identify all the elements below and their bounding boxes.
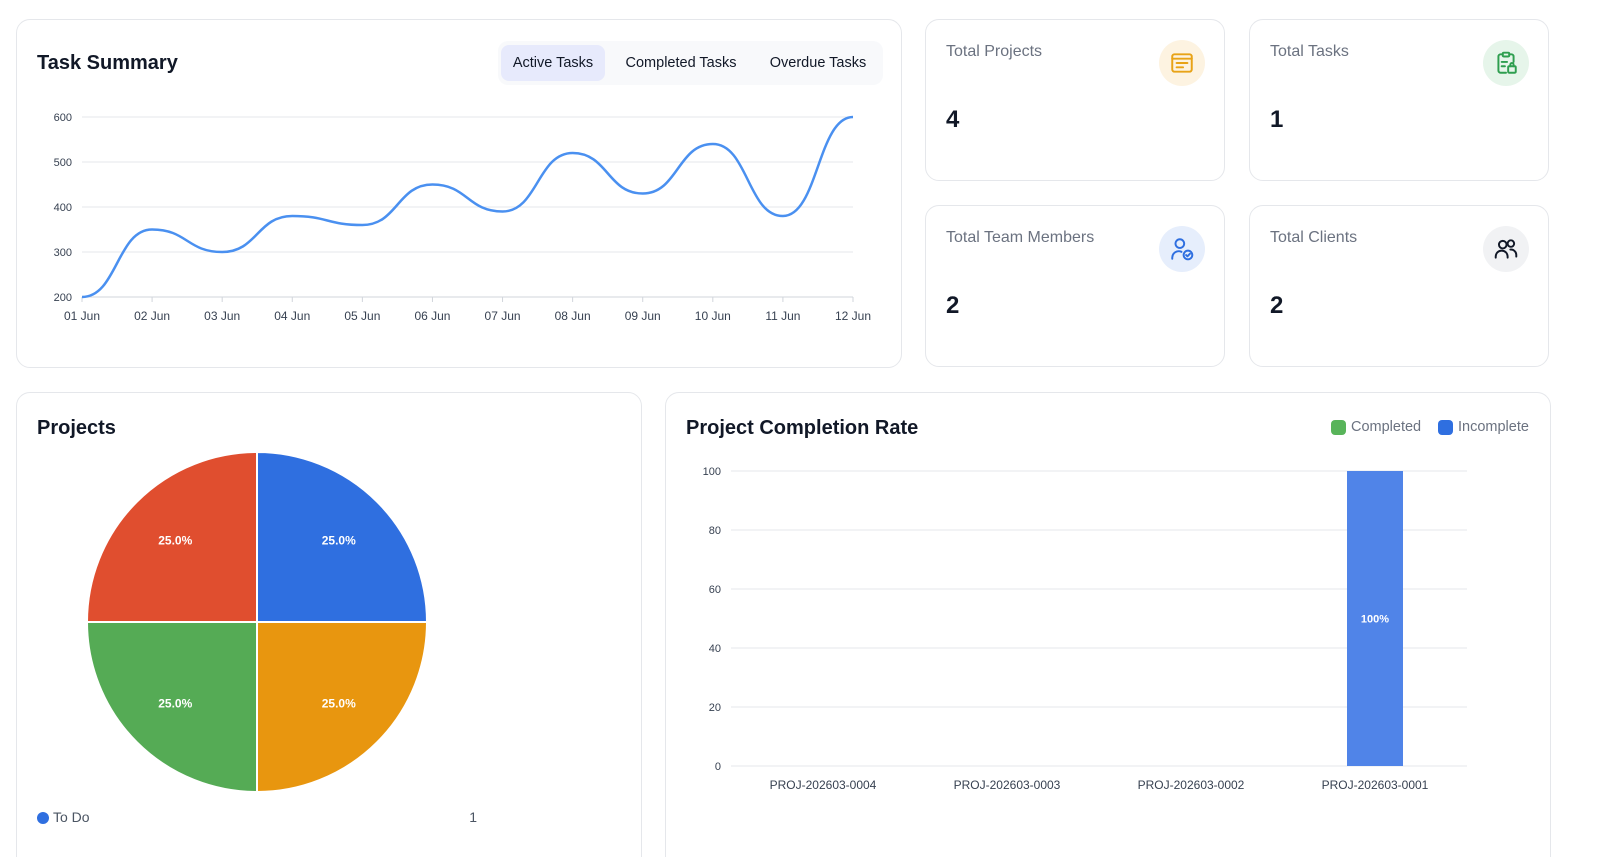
- stat-value: 2: [946, 292, 960, 319]
- x-tick-label: PROJ-202603-0001: [1322, 778, 1429, 792]
- stat-label: Total Tasks: [1270, 43, 1349, 60]
- completion-bar-chart: 0 20 40 60 80 100 PROJ-202603-0004 PROJ-202603-…: [703, 466, 1467, 792]
- y-tick-label: 20: [709, 702, 721, 714]
- y-tick-label: 0: [715, 761, 721, 773]
- users-icon: [1483, 226, 1529, 272]
- series-line: [81, 115, 854, 299]
- pie-legend-item[interactable]: To Do 1: [37, 809, 477, 829]
- x-tick-label: 07 Jun: [485, 309, 521, 323]
- legend-label: Completed: [1351, 419, 1422, 435]
- y-tick-label: 500: [54, 157, 72, 169]
- legend-label: To Do: [53, 809, 90, 825]
- document-list-icon: [1159, 40, 1205, 86]
- legend-completed[interactable]: Completed: [1331, 419, 1421, 435]
- user-check-icon: [1159, 226, 1205, 272]
- pie-slice: [256, 621, 429, 794]
- x-tick-label: PROJ-202603-0004: [770, 778, 877, 792]
- slice-label: 25.0%: [322, 697, 356, 711]
- stat-label: Total Clients: [1270, 229, 1358, 246]
- tab-active-tasks[interactable]: Active Tasks: [501, 45, 605, 81]
- task-summary-line-chart: 200 300 400 500 600 01 Jun 02 Jun 03 Jun 04 Jun 0…: [54, 112, 871, 323]
- slice-label: 25.0%: [322, 533, 356, 547]
- projects-pie-chart: 25.0% 25.0% 25.0% 25.0%: [85, 450, 429, 794]
- x-tick-label: 12 Jun: [835, 309, 871, 323]
- stat-value: 1: [1270, 106, 1284, 133]
- task-summary-card: 200 300 400 500 600 01 Jun 02 Jun 03 Jun 04 Jun 0…: [16, 19, 902, 368]
- x-tick-label: 08 Jun: [555, 309, 591, 323]
- x-tick-label: PROJ-202603-0002: [1138, 778, 1245, 792]
- legend-swatch: [1331, 419, 1346, 435]
- stat-value: 2: [1270, 292, 1284, 319]
- stat-label: Total Projects: [946, 43, 1043, 60]
- x-tick-label: PROJ-202603-0003: [954, 778, 1061, 792]
- y-tick-label: 600: [54, 112, 72, 124]
- stat-label: Total Team Members: [946, 229, 1095, 246]
- x-tick-label: 06 Jun: [414, 309, 450, 323]
- bar-data-label: 100%: [1361, 614, 1389, 626]
- bar-incomplete: [1347, 471, 1403, 766]
- pie-slice: [85, 621, 258, 794]
- completion-rate-card: 0 20 40 60 80 100 PROJ-202603-0004 PROJ-202603-…: [665, 392, 1551, 857]
- legend-incomplete[interactable]: Incomplete: [1438, 419, 1529, 435]
- stat-card-total-team-members: Total Team Members 2: [925, 205, 1225, 367]
- x-tick-label: 05 Jun: [344, 309, 380, 323]
- completion-title: Project Completion Rate: [686, 417, 919, 439]
- y-tick-label: 100: [703, 466, 721, 478]
- legend-swatch: [1438, 419, 1453, 435]
- x-tick-label: 10 Jun: [695, 309, 731, 323]
- y-tick-label: 300: [54, 247, 72, 259]
- y-tick-label: 40: [709, 643, 721, 655]
- clipboard-icon: [1483, 40, 1529, 86]
- x-tick-label: 01 Jun: [64, 309, 100, 323]
- y-tick-label: 80: [709, 525, 721, 537]
- x-tick-label: 03 Jun: [204, 309, 240, 323]
- task-tabs: Active Tasks Completed Tasks Overdue Tas…: [498, 41, 883, 85]
- tab-completed-tasks[interactable]: Completed Tasks: [625, 55, 737, 71]
- slice-label: 25.0%: [158, 533, 192, 547]
- x-tick-label: 04 Jun: [274, 309, 310, 323]
- slice-label: 25.0%: [158, 697, 192, 711]
- task-summary-title: Task Summary: [37, 52, 178, 74]
- x-tick-label: 11 Jun: [765, 309, 800, 323]
- legend-label: Incomplete: [1458, 419, 1529, 435]
- y-tick-label: 200: [54, 292, 72, 304]
- y-tick-label: 60: [709, 584, 721, 596]
- pie-slice: [256, 450, 429, 623]
- projects-title: Projects: [37, 417, 116, 439]
- projects-card: 25.0% 25.0% 25.0% 25.0% Projects To Do 1: [16, 392, 642, 857]
- y-tick-label: 400: [54, 202, 72, 214]
- x-tick-label: 02 Jun: [134, 309, 170, 323]
- tab-overdue-tasks[interactable]: Overdue Tasks: [769, 55, 867, 71]
- legend-dot: [37, 812, 49, 825]
- stat-card-total-clients: Total Clients 2: [1249, 205, 1549, 367]
- stat-card-total-projects: Total Projects 4: [925, 19, 1225, 181]
- stat-value: 4: [946, 106, 960, 133]
- pie-slice: [85, 450, 258, 623]
- x-tick-label: 09 Jun: [625, 309, 661, 323]
- legend-count: 1: [469, 809, 477, 825]
- stat-card-total-tasks: Total Tasks 1: [1249, 19, 1549, 181]
